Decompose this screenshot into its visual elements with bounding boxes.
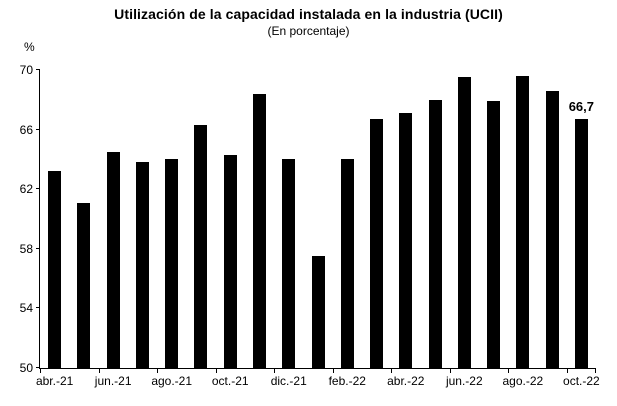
x-tick-mark (566, 369, 568, 373)
bar-oct.-22 (574, 119, 588, 368)
x-tick-mark (391, 369, 393, 373)
x-tick-mark (157, 369, 159, 373)
y-tick-mark (36, 69, 40, 70)
y-tick-mark (36, 247, 40, 249)
x-tick-mark (40, 369, 41, 373)
bar-jul.-22 (487, 101, 501, 368)
y-tick-mark (36, 367, 40, 368)
bar-abr.-22 (399, 113, 413, 368)
bar-jun.-21 (106, 151, 120, 368)
chart-title: Utilización de la capacidad instalada en… (114, 6, 503, 22)
y-tick-label: 50 (19, 361, 33, 375)
x-tick-label: ago.-21 (151, 374, 193, 388)
x-tick-label: jun.-22 (445, 374, 483, 388)
bar-ene.-22 (311, 256, 325, 368)
x-tick-mark (98, 369, 100, 373)
bar-sep.-21 (194, 125, 208, 368)
bar-sep.-22 (545, 90, 559, 368)
x-tick-mark (449, 369, 451, 373)
chart-subtitle: (En porcentaje) (267, 24, 350, 38)
y-tick-label: 58 (19, 241, 33, 256)
y-tick-mark (36, 128, 40, 130)
x-tick-mark (215, 369, 217, 373)
bar-abr.-21 (48, 171, 62, 368)
y-tick-label: 62 (19, 182, 33, 197)
plot-area: 50 54 58 62 66 70 abr.-21 jun.-21 ago.-21 oct.-21… (20, 64, 600, 388)
x-tick-label: abr.-21 (35, 374, 74, 388)
x-tick-label: oct.-21 (211, 374, 249, 388)
x-tick-mark (332, 369, 334, 373)
last-bar-value-label: 66,7 (568, 99, 595, 115)
y-axis-unit-label: % (24, 40, 35, 54)
x-tick-mark (274, 369, 276, 373)
bar-ago.-21 (165, 159, 179, 368)
bar-may.-21 (77, 202, 91, 368)
bar-dic.-21 (282, 159, 296, 368)
x-tick-label: dic.-21 (270, 374, 307, 388)
bar-jul.-21 (135, 162, 149, 368)
x-tick-label: jun.-21 (94, 374, 132, 388)
x-tick-mark (595, 369, 596, 373)
y-tick-mark (36, 188, 40, 190)
x-tick-label: oct.-22 (563, 374, 600, 388)
x-tick-mark (508, 369, 510, 373)
y-tick-label: 70 (19, 63, 33, 77)
x-tick-label: ago.-22 (502, 374, 544, 388)
y-tick-label: 66 (19, 122, 33, 137)
y-tick-mark (36, 307, 40, 309)
bar-ago.-22 (516, 75, 530, 368)
bar-nov.-21 (252, 93, 266, 368)
bar-feb.-22 (340, 159, 354, 368)
bar-mar.-22 (370, 119, 384, 368)
bar-may.-22 (428, 99, 442, 368)
bar-oct.-21 (223, 154, 237, 368)
x-tick-label: abr.-22 (387, 374, 425, 388)
bar-jun.-22 (457, 77, 471, 368)
y-tick-label: 54 (19, 301, 33, 316)
x-tick-label: feb.-22 (328, 374, 366, 388)
